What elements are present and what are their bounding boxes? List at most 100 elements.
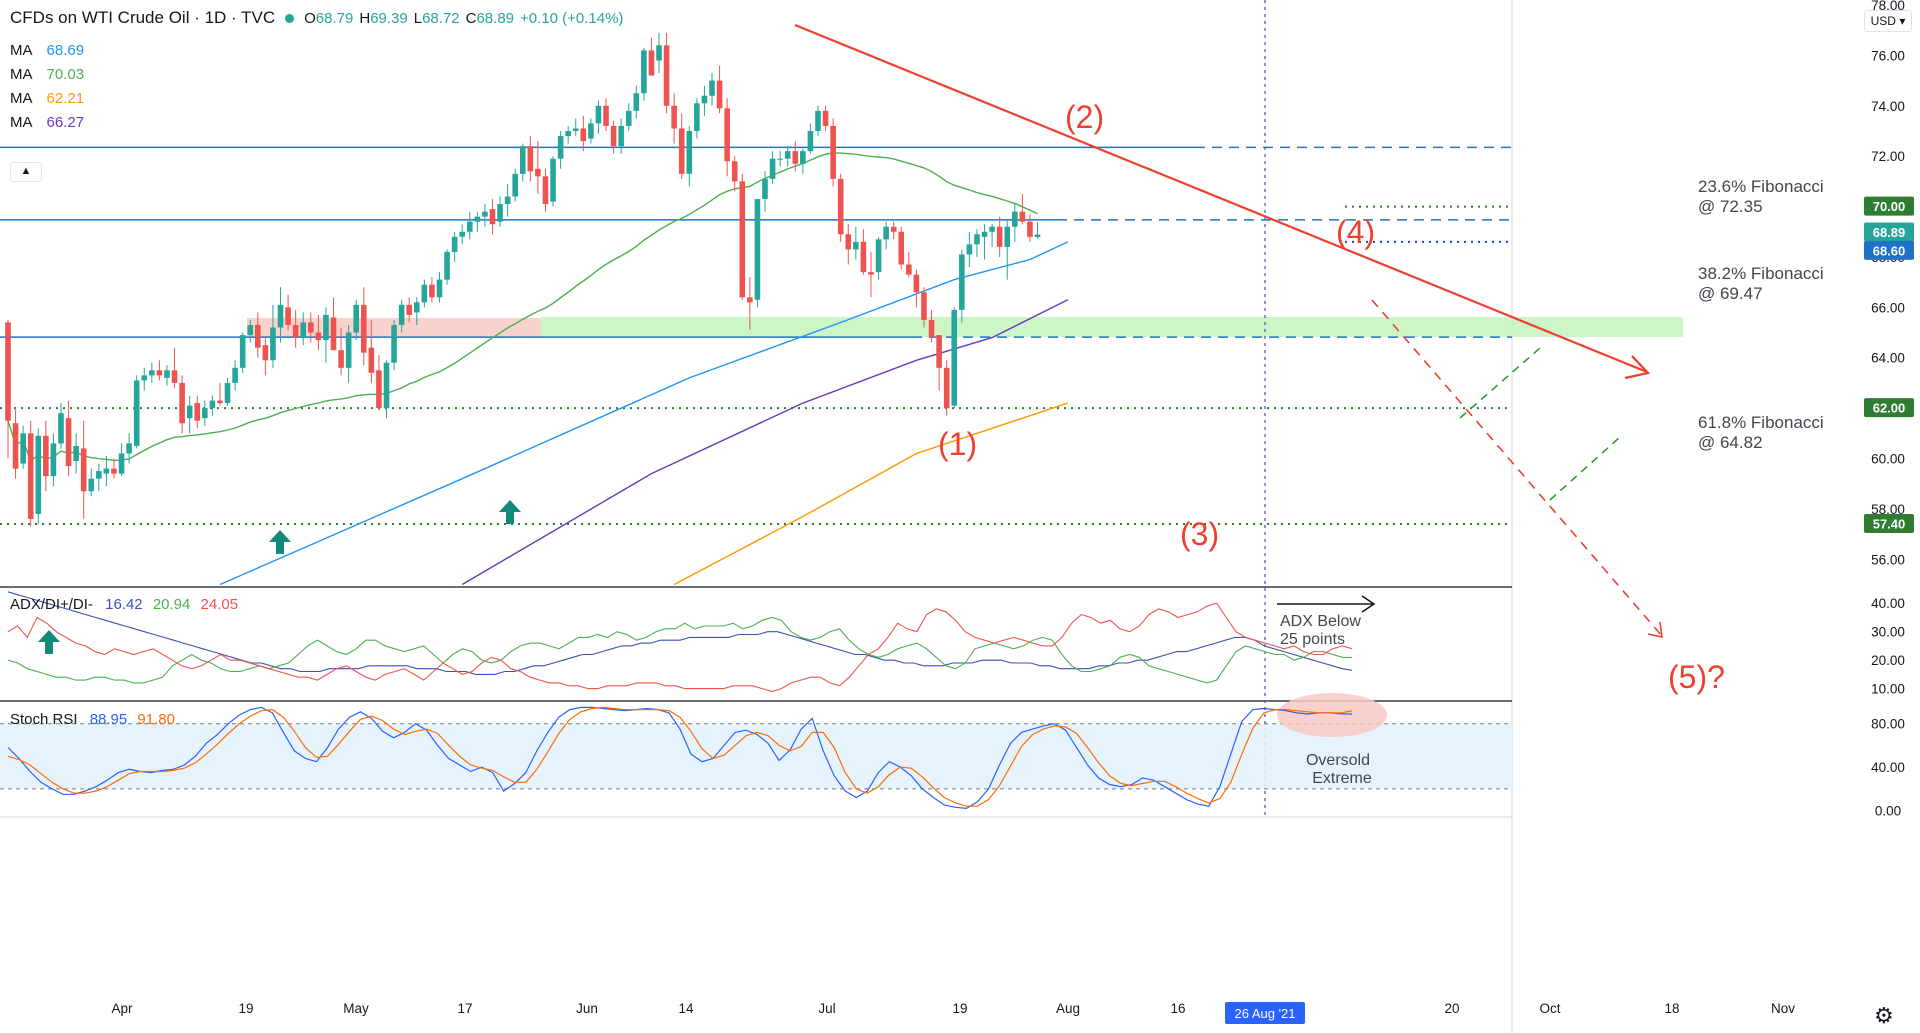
open-label: O: [304, 9, 316, 27]
candle: [890, 221, 897, 240]
candle-body: [398, 304, 405, 325]
candle: [709, 73, 715, 106]
candle-body: [474, 216, 481, 222]
symbol-title[interactable]: CFDs on WTI Crude Oil · 1D · TVC: [10, 8, 276, 27]
candle-body: [678, 128, 685, 174]
candle: [989, 224, 995, 247]
candle-body: [429, 284, 435, 298]
candle-body: [232, 367, 238, 383]
candle-body: [209, 400, 216, 409]
candle: [262, 337, 269, 376]
candle: [444, 249, 450, 285]
candle-body: [974, 234, 980, 245]
adx-value: 16.42: [105, 596, 143, 613]
candle: [202, 400, 208, 426]
ma-line-50: [7, 152, 1038, 462]
wave-label: (3): [1180, 516, 1219, 552]
candle: [588, 118, 594, 144]
projection-arrowhead: [1647, 621, 1663, 639]
candle-body: [1012, 211, 1018, 227]
candle: [845, 224, 852, 265]
candle: [1034, 221, 1041, 239]
time-tick-label: 18: [1664, 1001, 1679, 1016]
candle: [928, 309, 935, 343]
ma-line-150: [461, 299, 1069, 586]
adx-annotation-text: ADX Below: [1280, 613, 1361, 630]
collapse-legend-button[interactable]: ▲: [10, 162, 42, 182]
candle: [1012, 204, 1018, 242]
candle-body: [12, 423, 19, 469]
ma-legend-4[interactable]: MA 66.27: [10, 114, 84, 131]
candle: [906, 251, 912, 278]
adx-legend[interactable]: ADX/DI+/DI- 16.42 20.94 24.05: [10, 596, 238, 613]
adx-tick-label: 40.00: [1871, 596, 1905, 611]
candle-body: [421, 284, 428, 303]
candle-body: [989, 226, 995, 232]
candle-body: [43, 435, 49, 477]
adx-series-line: [7, 616, 1353, 684]
ma-legend-2[interactable]: MA 70.03: [10, 66, 84, 83]
candle-body: [648, 50, 655, 76]
candle: [270, 304, 276, 368]
stochrsi-legend[interactable]: Stoch RSI 88.95 91.80: [10, 711, 175, 728]
candle: [974, 229, 980, 257]
candle-body: [376, 370, 382, 409]
candle-body: [837, 178, 844, 235]
fibonacci-label: 23.6% Fibonacci: [1698, 177, 1824, 196]
candle: [656, 32, 662, 74]
candle: [1027, 214, 1033, 242]
price-tick-label: 78.00: [1871, 0, 1905, 13]
ma-legend-3[interactable]: MA 62.21: [10, 90, 84, 107]
candle: [671, 93, 677, 144]
time-tick-label: Aug: [1056, 1001, 1080, 1016]
price-tag-box: [1864, 240, 1914, 260]
candle-body: [239, 335, 246, 368]
crosshair-date-box: [1225, 1002, 1305, 1024]
candle-body: [300, 322, 307, 338]
price-tag-label: 62.00: [1873, 401, 1906, 416]
candle-body: [247, 324, 254, 336]
candle-body: [489, 209, 496, 225]
candle-body: [35, 435, 42, 514]
price-tick-label: 74.00: [1871, 99, 1905, 114]
di-plus-value: 20.94: [152, 596, 191, 613]
candle: [815, 105, 821, 137]
candle: [255, 312, 261, 358]
candle: [701, 85, 708, 116]
candle-body: [875, 239, 882, 273]
candle: [20, 425, 26, 469]
candle: [724, 98, 730, 177]
candle-body: [519, 146, 526, 174]
wave-label: (1): [938, 426, 977, 462]
candle-body: [368, 347, 375, 373]
candle: [595, 100, 602, 134]
ma-value: 70.03: [46, 66, 85, 83]
candle-body: [747, 297, 753, 303]
candle: [111, 458, 117, 479]
price-tag-box: [1864, 196, 1914, 216]
stoch-tick-label: 80.00: [1871, 717, 1905, 732]
candle-body: [308, 322, 314, 333]
settings-gear-icon[interactable]: ⚙: [1874, 1003, 1894, 1028]
ohlc-readout: O68.79 H69.39 L68.72 C68.89 +0.10 (+0.14…: [304, 10, 623, 27]
ma-legend-1[interactable]: MA 68.69: [10, 42, 84, 59]
candle: [1004, 219, 1011, 280]
candle: [308, 312, 314, 343]
candle: [149, 362, 155, 383]
candle: [860, 229, 867, 275]
candle: [474, 211, 481, 232]
candle-body: [459, 231, 465, 237]
candle: [368, 319, 375, 383]
candle-body: [580, 128, 587, 142]
candle: [360, 287, 367, 366]
stoch-band: [0, 723, 1512, 789]
candle-body: [610, 125, 617, 147]
candle-body: [186, 405, 193, 419]
price-tag-box: [1864, 398, 1914, 418]
candle: [527, 136, 534, 182]
candle-body: [451, 236, 458, 252]
candle-body: [906, 264, 912, 275]
candle-body: [1019, 211, 1026, 222]
currency-button[interactable]: USD ▾: [1864, 10, 1912, 32]
